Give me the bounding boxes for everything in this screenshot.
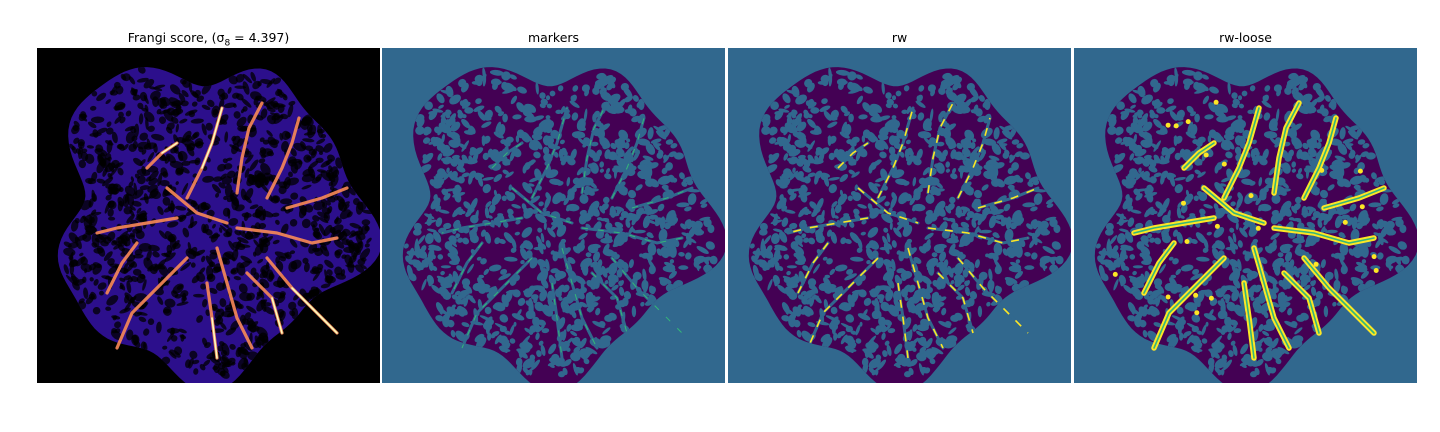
frangi-score-image: [37, 48, 380, 383]
rw-loose-image: [1074, 48, 1417, 383]
panel-title-rw: rw: [891, 30, 908, 45]
panel-title-rw-loose: rw-loose: [1219, 30, 1272, 45]
panel-title-markers: markers: [527, 30, 580, 45]
panel-title-frangi: Frangi score, (σ8 = 4.397): [127, 30, 290, 49]
rw-image: [728, 48, 1071, 383]
markers-image: [382, 48, 725, 383]
